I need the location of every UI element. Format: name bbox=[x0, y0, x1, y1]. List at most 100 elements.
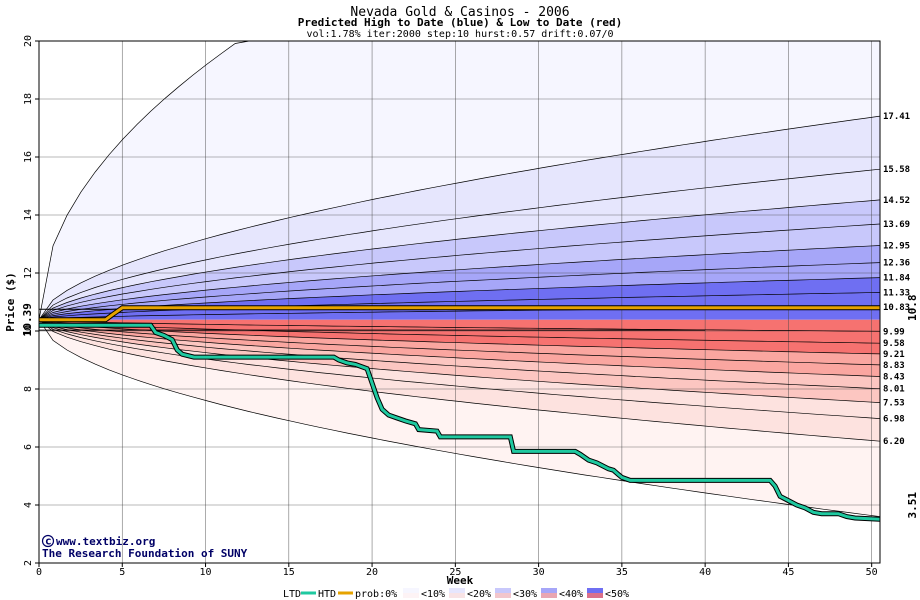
percentile-end-label: 12.95 bbox=[883, 241, 910, 251]
percentile-end-label: 17.41 bbox=[883, 112, 910, 122]
high-percentile-line bbox=[38, 277, 881, 321]
y-tick-label: 4 bbox=[23, 502, 34, 508]
high-band-4 bbox=[39, 224, 880, 320]
x-tick-label: 50 bbox=[866, 567, 878, 578]
high-band-0 bbox=[39, 41, 880, 320]
low-end-value-label: 3.51 bbox=[906, 492, 919, 519]
percentile-end-label: 9.58 bbox=[883, 339, 905, 349]
y-tick-label: 10 bbox=[23, 325, 34, 337]
y-tick-label: 20 bbox=[23, 35, 34, 47]
legend-bin-label: <10% bbox=[421, 589, 445, 600]
low-band-1 bbox=[39, 319, 880, 442]
x-tick-label: 0 bbox=[36, 567, 42, 578]
legend-swatch-red bbox=[495, 593, 511, 598]
chart-title: Nevada Gold & Casinos - 2006 bbox=[350, 5, 569, 20]
percentile-end-label: 13.69 bbox=[883, 220, 910, 230]
percentile-end-label: 10.83 bbox=[883, 303, 910, 313]
credits: c www.textbiz.org The Research Foundatio… bbox=[41, 534, 248, 560]
y-axis-label: Price ($) bbox=[4, 272, 17, 332]
series-lines bbox=[39, 305, 881, 522]
percentile-end-label: 14.52 bbox=[883, 196, 910, 206]
low-band-3 bbox=[39, 319, 880, 403]
plot-frame bbox=[38, 40, 881, 564]
percentile-end-label: 8.43 bbox=[883, 373, 905, 383]
legend-bin-label: <20% bbox=[467, 589, 491, 600]
legend-bin-label: <40% bbox=[559, 589, 583, 600]
percentile-end-label: 6.98 bbox=[883, 415, 905, 425]
y-tick-label: 12 bbox=[23, 267, 34, 279]
percentile-end-label: 15.58 bbox=[883, 165, 910, 175]
low-percentile-line bbox=[38, 319, 881, 419]
high-percentile-line bbox=[38, 262, 881, 321]
low-band-0 bbox=[39, 319, 880, 517]
percentile-end-label: 7.53 bbox=[883, 399, 905, 409]
legend-swatch-red bbox=[541, 593, 557, 598]
legend-bin-label: <30% bbox=[513, 589, 537, 600]
y-tick-label: 8 bbox=[23, 386, 34, 392]
low-band-9 bbox=[39, 319, 880, 332]
high-band-2 bbox=[39, 169, 880, 320]
legend-prob-label: prob:0% bbox=[355, 589, 397, 600]
y-axis-ticks: 2 4 6 8 10 12 14 16 18 20 bbox=[23, 35, 39, 566]
low-band-2 bbox=[39, 319, 880, 419]
high-percentile-line bbox=[38, 223, 881, 320]
x-tick-label: 15 bbox=[283, 567, 295, 578]
htd-series-line bbox=[39, 306, 880, 322]
x-tick-label: 5 bbox=[119, 567, 125, 578]
low-band-8 bbox=[39, 319, 880, 344]
percentile-end-label: 12.36 bbox=[883, 259, 910, 269]
low-percentile-line bbox=[38, 319, 881, 355]
y-tick-label: 16 bbox=[23, 151, 34, 163]
high-percentile-line bbox=[38, 245, 881, 321]
ltd-series-line bbox=[39, 323, 881, 521]
low-band-4 bbox=[39, 319, 880, 389]
legend-swatch-red bbox=[587, 593, 603, 598]
x-tick-label: 20 bbox=[366, 567, 378, 578]
legend-htd-label: HTD bbox=[318, 589, 336, 600]
credit-site: www.textbiz.org bbox=[56, 535, 155, 548]
x-tick-label: 25 bbox=[449, 567, 461, 578]
high-band-1 bbox=[39, 116, 880, 320]
legend-ltd-label: LTD bbox=[283, 589, 301, 600]
probability-bands bbox=[39, 41, 880, 517]
percentile-end-label: 8.83 bbox=[883, 361, 905, 371]
percentile-end-label: 6.20 bbox=[883, 437, 905, 447]
x-axis-label: Week bbox=[447, 574, 474, 587]
low-band-5 bbox=[39, 319, 880, 377]
plot-area bbox=[38, 40, 881, 564]
y-tick-label: 6 bbox=[23, 444, 34, 450]
low-percentile-line bbox=[38, 319, 881, 377]
x-axis-ticks: 0 5 10 15 20 25 30 35 40 45 50 bbox=[36, 563, 878, 578]
high-percentile-line bbox=[38, 115, 881, 320]
low-percentile-line bbox=[38, 319, 881, 442]
low-percentile-line bbox=[38, 319, 881, 366]
high-percentile-line bbox=[38, 168, 881, 320]
low-percentile-line bbox=[38, 319, 881, 332]
percentile-end-label: 11.84 bbox=[883, 274, 911, 284]
high-band-7 bbox=[39, 277, 880, 320]
high-percentile-line bbox=[38, 199, 881, 320]
x-tick-label: 35 bbox=[616, 567, 628, 578]
start-value-label: 10.39 bbox=[21, 303, 34, 336]
x-tick-label: 10 bbox=[200, 567, 212, 578]
credit-org: The Research Foundation of SUNY bbox=[42, 547, 248, 560]
legend-bins: <10% <20% <30% <40% <50% bbox=[403, 588, 629, 600]
y-tick-label: 14 bbox=[23, 209, 34, 221]
legend-swatch-red bbox=[403, 593, 419, 598]
chart-params: vol:1.78% iter:2000 step:10 hurst:0.57 d… bbox=[306, 29, 613, 40]
chart-subtitle: Predicted High to Date (blue) & Low to D… bbox=[298, 16, 623, 29]
current-value-label: 10.8 bbox=[906, 295, 919, 322]
percentile-end-label: 9.21 bbox=[883, 350, 905, 360]
high-band-5 bbox=[39, 245, 880, 320]
percentile-end-label: 9.99 bbox=[883, 327, 905, 337]
copyright-symbol: c bbox=[45, 535, 52, 548]
y-tick-label: 18 bbox=[23, 93, 34, 105]
copyright-icon bbox=[41, 534, 55, 548]
legend-bin-label: <50% bbox=[605, 589, 629, 600]
x-tick-label: 40 bbox=[699, 567, 711, 578]
high-band-3 bbox=[39, 199, 880, 320]
low-percentile-line bbox=[38, 319, 881, 344]
percentile-end-label: 8.01 bbox=[883, 385, 905, 395]
legend-swatch-red bbox=[449, 593, 465, 598]
